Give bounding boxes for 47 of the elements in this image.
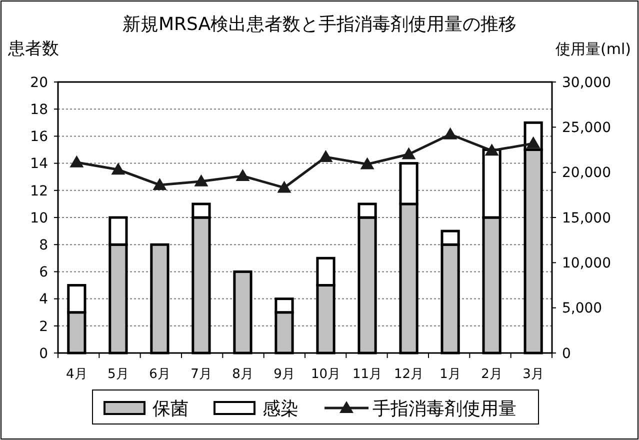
x-tick-label: 8月: [232, 367, 254, 382]
x-tick-label: 2月: [481, 367, 502, 382]
y2-tick-label: 5,000: [562, 300, 602, 317]
y-tick-label: 10: [30, 210, 48, 226]
point: [402, 147, 416, 160]
y-tick-label: 20: [30, 74, 48, 91]
x-tick-label: 1月: [440, 367, 461, 382]
x-tick-label: 3月: [522, 367, 544, 382]
point: [111, 162, 126, 175]
y-tick-label: 6: [39, 264, 48, 281]
point: [236, 168, 250, 181]
legend-label: 手指消毒剤使用量: [372, 398, 516, 420]
point: [443, 127, 458, 140]
y-tick-label: 12: [30, 183, 48, 200]
x-tick-label: 4月: [66, 367, 88, 382]
y-tick-label: 8: [39, 238, 48, 254]
x-tick-label: 6月: [149, 367, 170, 382]
point: [152, 178, 167, 190]
y-tick-label: 0: [39, 346, 48, 362]
chart-title: 新規MRSA検出患者数と手指消毒剤使用量の推移: [122, 14, 517, 35]
point: [318, 150, 333, 162]
y-tick-label: 4: [39, 292, 48, 308]
x-tick-label: 7月: [190, 367, 212, 382]
y2-axis-title: 使用量(ml): [556, 40, 631, 58]
y2-tick-label: 30,000: [562, 74, 611, 91]
y2-tick-label: 20,000: [562, 165, 611, 182]
y-axis-title: 患者数: [7, 39, 59, 59]
x-tick-label: 12月: [394, 367, 424, 382]
point: [70, 155, 84, 168]
y-tick-label: 2: [39, 318, 48, 335]
legend-label: 保菌: [152, 398, 188, 420]
y-tick-label: 14: [30, 156, 48, 172]
x-tick-label: 10月: [310, 367, 341, 382]
y-tick-label: 16: [30, 129, 48, 146]
x-tick-label: 5月: [108, 367, 129, 382]
legend-label: 感染: [262, 398, 298, 420]
y2-tick-label: 15,000: [562, 210, 611, 226]
x-tick-label: 9月: [274, 367, 295, 382]
y2-tick-label: 0: [562, 346, 571, 362]
point: [360, 157, 374, 170]
point: [484, 144, 499, 156]
point: [194, 174, 208, 186]
y2-tick-label: 25,000: [562, 120, 611, 136]
x-tick-label: 11月: [352, 367, 382, 382]
y-tick-label: 18: [30, 102, 48, 118]
y2-tick-label: 10,000: [562, 256, 611, 272]
point: [277, 180, 292, 193]
